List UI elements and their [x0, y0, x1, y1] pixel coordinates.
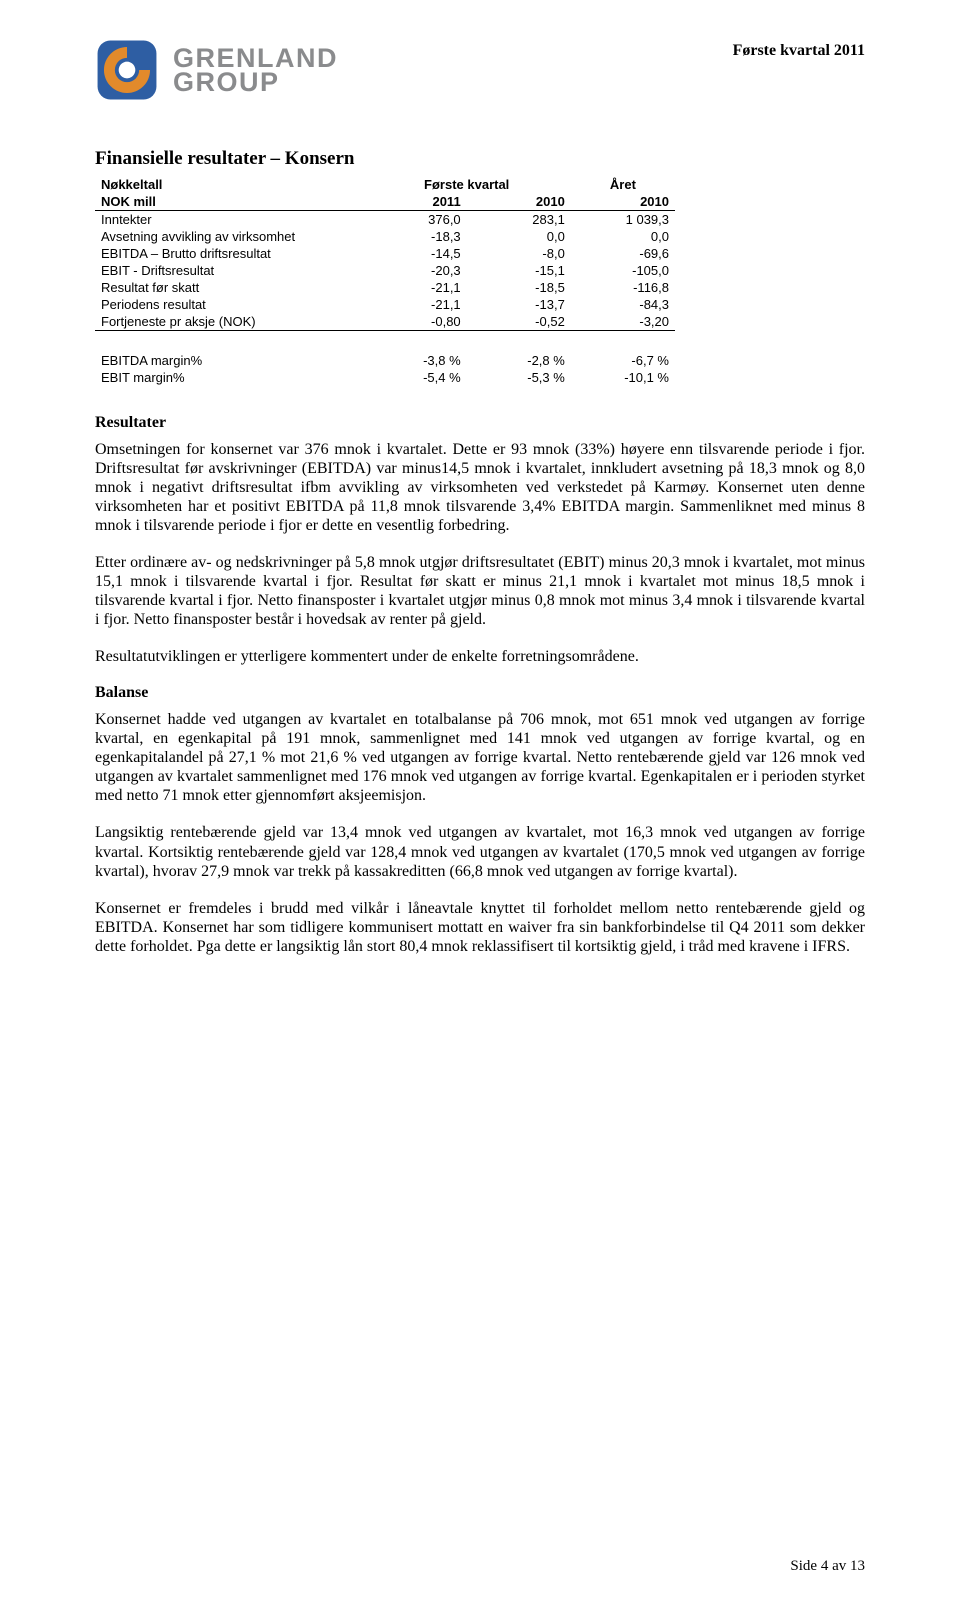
- page-header: GRENLAND GROUP Første kvartal 2011: [95, 38, 865, 102]
- row-value: -13,7: [467, 296, 571, 313]
- th-year: Året: [571, 176, 675, 193]
- th-2010a: 2010: [467, 193, 571, 211]
- logo-line-2: GROUP: [173, 70, 338, 94]
- balanse-p2: Langsiktig rentebærende gjeld var 13,4 m…: [95, 823, 865, 880]
- table-row: Periodens resultat-21,1-13,7-84,3: [95, 296, 675, 313]
- row-value: -69,6: [571, 245, 675, 262]
- table-row: Resultat før skatt-21,1-18,5-116,8: [95, 279, 675, 296]
- row-label: EBITDA – Brutto driftsresultat: [95, 245, 363, 262]
- table-row: EBITDA – Brutto driftsresultat-14,5-8,0-…: [95, 245, 675, 262]
- table-row: EBIT - Driftsresultat-20,3-15,1-105,0: [95, 262, 675, 279]
- row-label: Fortjeneste pr aksje (NOK): [95, 313, 363, 331]
- row-label: EBITDA margin%: [95, 331, 363, 370]
- row-label: Resultat før skatt: [95, 279, 363, 296]
- resultater-p2: Etter ordinære av- og nedskrivninger på …: [95, 553, 865, 629]
- period-label: Første kvartal 2011: [733, 42, 865, 60]
- row-value: 0,0: [571, 228, 675, 245]
- row-label: EBIT - Driftsresultat: [95, 262, 363, 279]
- row-value: 1 039,3: [571, 211, 675, 229]
- logo: GRENLAND GROUP: [95, 38, 338, 102]
- balanse-p3: Konsernet er fremdeles i brudd med vilkå…: [95, 899, 865, 956]
- row-value: -21,1: [363, 296, 467, 313]
- row-value: -0,52: [467, 313, 571, 331]
- row-label: Avsetning avvikling av virksomhet: [95, 228, 363, 245]
- page-footer: Side 4 av 13: [790, 1558, 865, 1575]
- row-value: -15,1: [467, 262, 571, 279]
- row-value: -20,3: [363, 262, 467, 279]
- row-value: -3,20: [571, 313, 675, 331]
- balanse-p1: Konsernet hadde ved utgangen av kvartale…: [95, 710, 865, 805]
- th-nok-mill: NOK mill: [95, 193, 363, 211]
- th-nokkeltall: Nøkkeltall: [95, 176, 363, 193]
- table-row: Inntekter376,0283,11 039,3: [95, 211, 675, 229]
- financial-table: Nøkkeltall Første kvartal Året NOK mill …: [95, 176, 675, 386]
- balanse-heading: Balanse: [95, 684, 865, 702]
- row-label: EBIT margin%: [95, 369, 363, 386]
- row-value: 376,0: [363, 211, 467, 229]
- row-value: -105,0: [571, 262, 675, 279]
- row-label: Periodens resultat: [95, 296, 363, 313]
- table-row: Fortjeneste pr aksje (NOK)-0,80-0,52-3,2…: [95, 313, 675, 331]
- table-row: EBITDA margin%-3,8 %-2,8 %-6,7 %: [95, 331, 675, 370]
- resultater-heading: Resultater: [95, 414, 865, 432]
- row-value: 283,1: [467, 211, 571, 229]
- row-value: -6,7 %: [571, 331, 675, 370]
- row-value: -3,8 %: [363, 331, 467, 370]
- row-value: -21,1: [363, 279, 467, 296]
- row-value: -5,4 %: [363, 369, 467, 386]
- row-value: -84,3: [571, 296, 675, 313]
- th-first-quarter: Første kvartal: [363, 176, 571, 193]
- th-2011: 2011: [363, 193, 467, 211]
- row-label: Inntekter: [95, 211, 363, 229]
- logo-text: GRENLAND GROUP: [173, 46, 338, 95]
- row-value: -18,3: [363, 228, 467, 245]
- row-value: -10,1 %: [571, 369, 675, 386]
- row-value: -116,8: [571, 279, 675, 296]
- row-value: -8,0: [467, 245, 571, 262]
- resultater-p1: Omsetningen for konsernet var 376 mnok i…: [95, 440, 865, 535]
- row-value: -5,3 %: [467, 369, 571, 386]
- row-value: -2,8 %: [467, 331, 571, 370]
- main-title: Finansielle resultater – Konsern: [95, 148, 865, 170]
- th-2010b: 2010: [571, 193, 675, 211]
- row-value: -18,5: [467, 279, 571, 296]
- page: GRENLAND GROUP Første kvartal 2011 Finan…: [0, 0, 960, 1605]
- row-value: 0,0: [467, 228, 571, 245]
- table-row: EBIT margin%-5,4 %-5,3 %-10,1 %: [95, 369, 675, 386]
- grenland-swirl-icon: [95, 38, 159, 102]
- row-value: -14,5: [363, 245, 467, 262]
- resultater-p3: Resultatutviklingen er ytterligere komme…: [95, 647, 865, 666]
- table-row: Avsetning avvikling av virksomhet-18,30,…: [95, 228, 675, 245]
- row-value: -0,80: [363, 313, 467, 331]
